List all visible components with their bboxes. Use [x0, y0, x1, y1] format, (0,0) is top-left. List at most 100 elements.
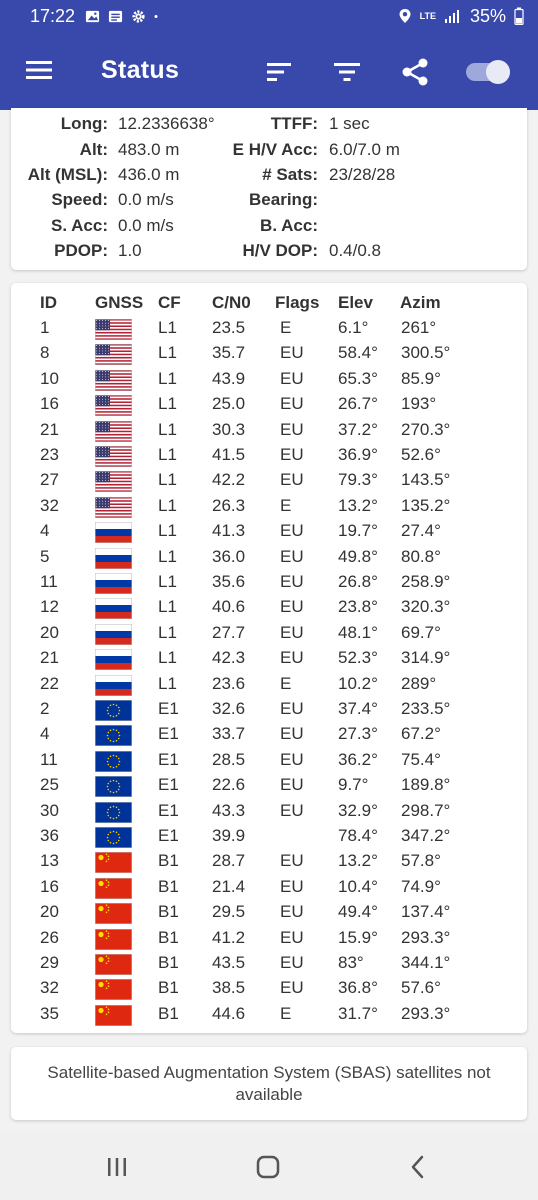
sat-azim-cell: 135.2°	[401, 495, 451, 515]
sat-azim-cell: 85.9°	[401, 368, 441, 388]
sat-flags-cell: E	[280, 318, 292, 337]
header-cn0[interactable]: C/N0	[212, 293, 251, 312]
sat-cn0-cell: 33.7	[212, 724, 246, 744]
sat-flags-cell: EU	[280, 800, 304, 820]
us-flag-icon	[95, 395, 132, 417]
sat-cf-cell: E1	[158, 749, 179, 769]
sat-elev-cell: 15.9°	[338, 927, 378, 947]
menu-icon[interactable]	[26, 60, 52, 80]
sat-flags-cell: EU	[280, 648, 304, 668]
sat-elev-cell: 49.4°	[338, 902, 378, 922]
header-cf[interactable]: CF	[158, 293, 181, 312]
sat-elev-cell: 36.8°	[338, 978, 378, 998]
sat-azim-cell: 52.6°	[401, 445, 441, 464]
china-flag-icon	[95, 1004, 132, 1026]
sat-elev-cell: 37.2°	[338, 419, 378, 439]
loc-right-value-1: 6.0/7.0 m	[329, 140, 400, 159]
share-icon[interactable]	[399, 56, 431, 88]
russia-flag-icon	[95, 623, 132, 645]
eu-flag-icon	[95, 700, 132, 721]
china-flag-icon	[95, 954, 132, 975]
sat-cf-cell: L1	[158, 368, 177, 388]
russia-flag-icon	[95, 547, 132, 569]
sat-cn0-cell: 38.5	[212, 978, 246, 998]
russia-flag-icon	[95, 598, 132, 620]
sat-id-cell: 25	[40, 775, 59, 795]
sat-cn0-cell: 41.3	[212, 521, 246, 541]
sat-cf-cell: L1	[158, 394, 177, 414]
sat-cn0-cell: 26.3	[212, 495, 246, 515]
sat-cn0-cell: 39.9	[212, 826, 246, 845]
sat-elev-cell: 9.7°	[338, 775, 369, 795]
russia-flag-icon	[95, 649, 132, 671]
sat-id-cell: 13	[40, 851, 59, 871]
sat-azim-cell: 261°	[401, 318, 437, 337]
sat-cf-cell: B1	[158, 953, 179, 972]
header-id[interactable]: ID	[40, 293, 57, 312]
header-flags[interactable]: Flags	[275, 293, 320, 312]
loc-left-label-0: Long:	[60, 114, 108, 133]
header-elev[interactable]: Elev	[338, 293, 373, 312]
sat-cf-cell: L1	[158, 521, 177, 541]
loc-left-value-2: 436.0 m	[118, 165, 180, 184]
loc-right-value-2: 23/28/28	[329, 165, 396, 184]
sat-elev-cell: 13.2°	[338, 495, 378, 515]
sat-id-cell: 30	[40, 800, 59, 820]
sat-azim-cell: 67.2°	[401, 724, 441, 744]
header-gnss[interactable]: GNSS	[95, 293, 144, 312]
loc-right-label-4: B. Acc:	[260, 216, 318, 235]
sat-azim-cell: 189.8°	[401, 775, 451, 795]
sat-cf-cell: L1	[158, 343, 177, 363]
sat-elev-cell: 6.1°	[338, 318, 369, 337]
sat-flags-cell: E	[280, 673, 292, 693]
sat-azim-cell: 289°	[401, 673, 437, 693]
sat-azim-cell: 193°	[401, 394, 437, 414]
back-icon[interactable]	[404, 1153, 432, 1181]
sat-azim-cell: 80.8°	[401, 546, 441, 566]
home-icon[interactable]	[254, 1153, 282, 1181]
sat-azim-cell: 347.2°	[401, 826, 451, 845]
sat-cf-cell: E1	[158, 800, 179, 820]
sat-azim-cell: 233.5°	[401, 699, 451, 718]
us-flag-icon	[95, 344, 132, 366]
sat-flags-cell: EU	[280, 470, 304, 490]
battery-icon	[514, 7, 524, 25]
loc-right-label-5: H/V DOP:	[242, 241, 318, 260]
filter-icon[interactable]	[331, 56, 363, 88]
sat-cf-cell: L1	[158, 673, 177, 693]
sat-id-cell: 12	[40, 597, 59, 617]
toggle-switch[interactable]	[463, 56, 513, 88]
sat-id-cell: 20	[40, 622, 59, 642]
header-azim[interactable]: Azim	[400, 293, 441, 312]
sat-id-cell: 11	[40, 749, 58, 769]
sat-cn0-cell: 23.6	[212, 673, 246, 693]
sat-cf-cell: B1	[158, 978, 179, 998]
sat-azim-cell: 344.1°	[401, 953, 451, 972]
sat-cf-cell: E1	[158, 724, 179, 744]
sat-azim-cell: 293.3°	[401, 1003, 451, 1023]
sat-cn0-cell: 41.2	[212, 927, 246, 947]
russia-flag-icon	[95, 674, 132, 696]
sort-icon[interactable]	[263, 56, 295, 88]
sat-cn0-cell: 43.9	[212, 368, 246, 388]
sat-elev-cell: 32.9°	[338, 800, 378, 820]
sbas-message: Satellite-based Augmentation System (SBA…	[47, 1062, 491, 1104]
sat-elev-cell: 19.7°	[338, 521, 378, 541]
sat-id-cell: 21	[40, 419, 59, 439]
sat-azim-cell: 320.3°	[401, 597, 451, 617]
sat-cn0-cell: 41.5	[212, 445, 246, 464]
loc-left-value-0: 12.2336638°	[118, 114, 215, 133]
sat-cn0-cell: 35.7	[212, 343, 246, 363]
recents-icon[interactable]	[103, 1153, 131, 1181]
sat-cn0-cell: 32.6	[212, 699, 246, 718]
sat-cf-cell: L1	[158, 648, 177, 668]
sat-cf-cell: B1	[158, 902, 179, 922]
sat-flags-cell: EU	[280, 572, 304, 591]
sat-azim-cell: 75.4°	[401, 749, 441, 769]
dot-icon	[154, 14, 158, 18]
sat-flags-cell: EU	[280, 546, 304, 566]
status-bar: 17:22 LTE 35%	[0, 0, 538, 32]
sat-flags-cell: EU	[280, 521, 304, 541]
sat-cf-cell: L1	[158, 419, 177, 439]
sat-azim-cell: 143.5°	[401, 470, 451, 490]
